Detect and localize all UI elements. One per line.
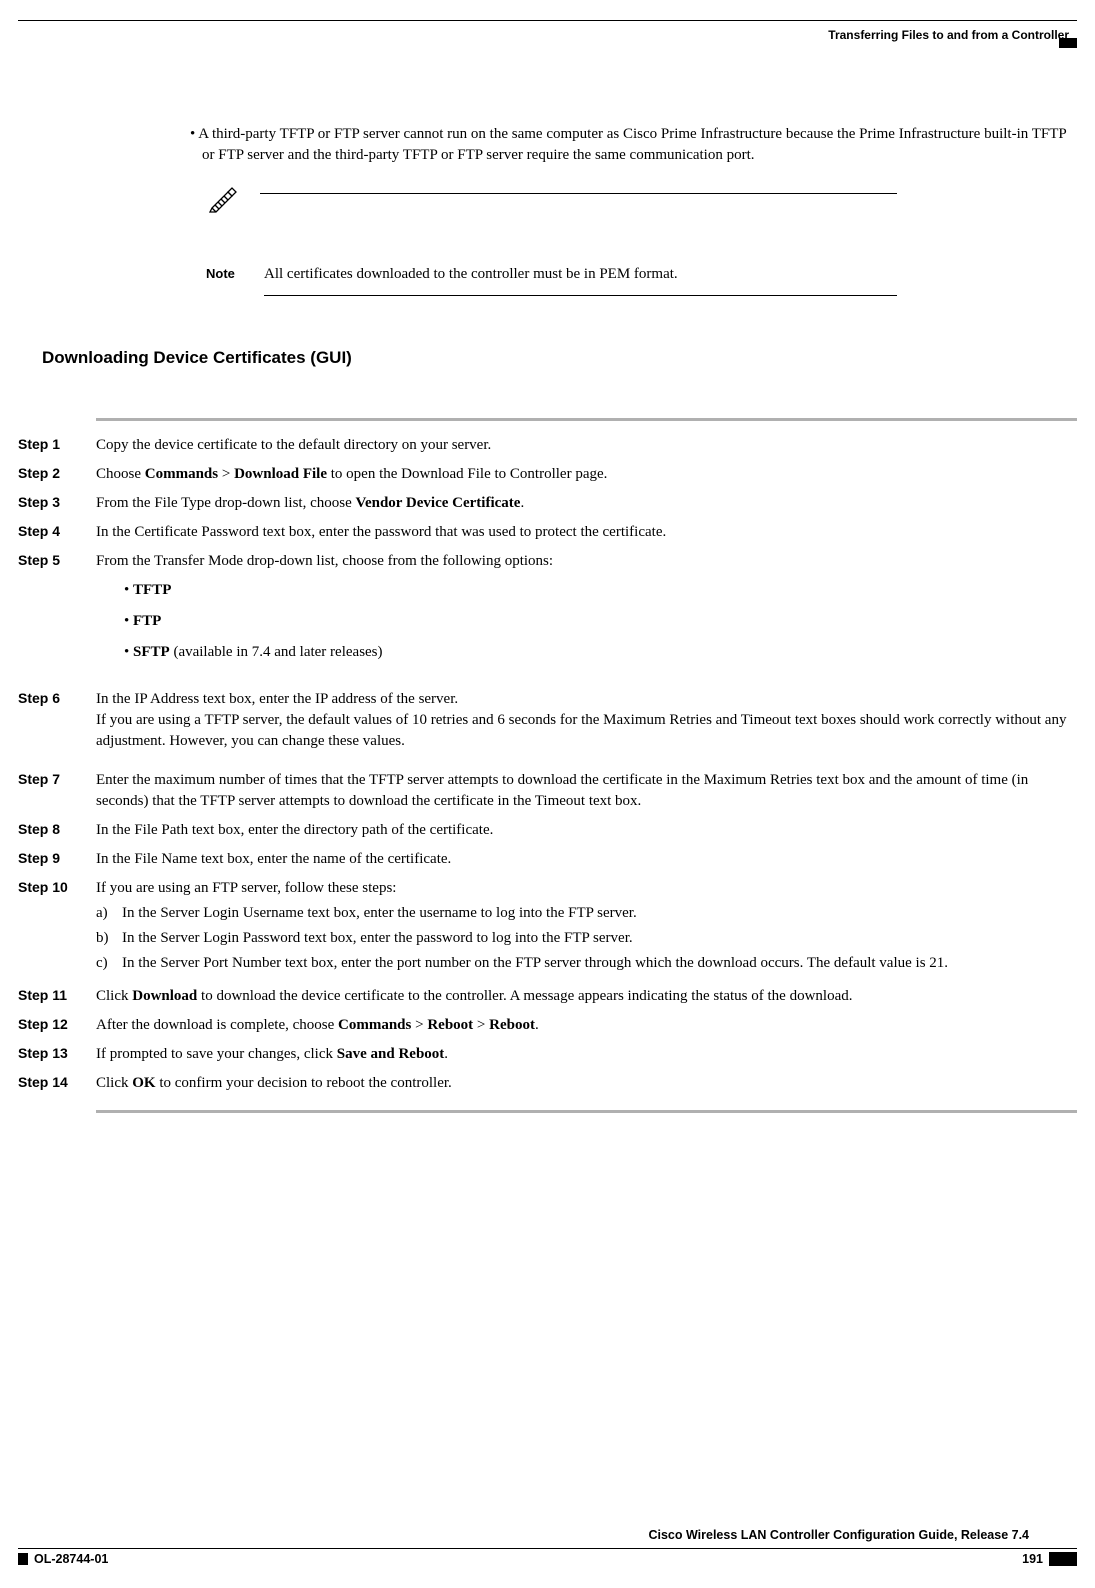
step-label: Step 3 — [18, 493, 96, 513]
step-label: Step 8 — [18, 820, 96, 840]
step-sublist: TFTP FTP SFTP (available in 7.4 and later … — [124, 580, 1073, 663]
step-body: After the download is complete, choose C… — [96, 1015, 1077, 1038]
step-body: From the Transfer Mode drop-down list, c… — [96, 551, 1077, 673]
step-label: Step 14 — [18, 1073, 96, 1093]
step-ordered-item: b)In the Server Login Password text box,… — [96, 928, 1073, 949]
step-body: In the File Path text box, enter the dir… — [96, 820, 1077, 843]
step-row: Step 2Choose Commands > Download File to… — [18, 464, 1077, 487]
intro-bullet: • A third-party TFTP or FTP server canno… — [190, 124, 1067, 166]
step-text: Copy the device certificate to the defau… — [96, 435, 1073, 456]
step-label: Step 11 — [18, 986, 96, 1006]
step-label: Step 5 — [18, 551, 96, 571]
list-item-text: In the Server Login Password text box, e… — [122, 928, 1073, 949]
step-row: Step 11Click Download to download the de… — [18, 986, 1077, 1009]
step-text: From the File Type drop-down list, choos… — [96, 493, 1073, 514]
step-row: Step 5From the Transfer Mode drop-down l… — [18, 551, 1077, 673]
step-text: Click OK to confirm your decision to reb… — [96, 1073, 1073, 1094]
step-text: In the File Path text box, enter the dir… — [96, 820, 1073, 841]
section-heading: Downloading Device Certificates (GUI) — [42, 346, 1077, 370]
step-ordered-item: c)In the Server Port Number text box, en… — [96, 953, 1073, 974]
footer-guide-title: Cisco Wireless LAN Controller Configurat… — [18, 1527, 1077, 1545]
step-body: Click Download to download the device ce… — [96, 986, 1077, 1009]
step-label: Step 13 — [18, 1044, 96, 1064]
step-label: Step 7 — [18, 770, 96, 790]
page-footer: Cisco Wireless LAN Controller Configurat… — [18, 1527, 1077, 1568]
step-text: If you are using an FTP server, follow t… — [96, 878, 1073, 899]
steps-bottom-rule — [96, 1110, 1077, 1113]
step-body: If prompted to save your changes, click … — [96, 1044, 1077, 1067]
note-body: Note All certificates downloaded to the … — [206, 264, 897, 296]
step-row: Step 10If you are using an FTP server, f… — [18, 878, 1077, 980]
step-sublist-item: FTP — [124, 611, 1073, 632]
footer-left-accent — [18, 1553, 28, 1565]
step-sublist-item: SFTP (available in 7.4 and later release… — [124, 642, 1073, 663]
step-text: From the Transfer Mode drop-down list, c… — [96, 551, 1073, 572]
step-sublist-item: TFTP — [124, 580, 1073, 601]
step-label: Step 2 — [18, 464, 96, 484]
step-row: Step 4In the Certificate Password text b… — [18, 522, 1077, 545]
step-body: If you are using an FTP server, follow t… — [96, 878, 1077, 980]
running-head: Transferring Files to and from a Control… — [18, 27, 1077, 44]
step-body: From the File Type drop-down list, choos… — [96, 493, 1077, 516]
step-text: If prompted to save your changes, click … — [96, 1044, 1073, 1065]
step-body: Copy the device certificate to the defau… — [96, 435, 1077, 458]
step-label: Step 12 — [18, 1015, 96, 1035]
note-label: Note — [206, 265, 264, 283]
list-marker: b) — [96, 928, 122, 949]
step-body: Enter the maximum number of times that t… — [96, 770, 1077, 814]
list-item-text: In the Server Port Number text box, ente… — [122, 953, 1073, 974]
step-text: In the Certificate Password text box, en… — [96, 522, 1073, 543]
step-row: Step 3From the File Type drop-down list,… — [18, 493, 1077, 516]
step-label: Step 1 — [18, 435, 96, 455]
note-pencil-icon — [206, 180, 240, 214]
step-ordered-item: a)In the Server Login Username text box,… — [96, 903, 1073, 924]
step-text: Enter the maximum number of times that t… — [96, 770, 1073, 812]
page-content: • A third-party TFTP or FTP server canno… — [18, 124, 1077, 1113]
footer-right-accent — [1049, 1552, 1077, 1566]
step-row: Step 8In the File Path text box, enter t… — [18, 820, 1077, 843]
steps-top-rule — [96, 418, 1077, 421]
footer-page-number: 191 — [1022, 1551, 1043, 1569]
note-block — [206, 180, 897, 214]
step-label: Step 9 — [18, 849, 96, 869]
step-ordered-sublist: a)In the Server Login Username text box,… — [96, 903, 1073, 974]
steps-list: Step 1Copy the device certificate to the… — [18, 435, 1077, 1096]
step-row: Step 13If prompted to save your changes,… — [18, 1044, 1077, 1067]
step-row: Step 9In the File Name text box, enter t… — [18, 849, 1077, 872]
step-label: Step 10 — [18, 878, 96, 898]
step-row: Step 1Copy the device certificate to the… — [18, 435, 1077, 458]
step-row: Step 7Enter the maximum number of times … — [18, 770, 1077, 814]
footer-doc-id: OL-28744-01 — [34, 1551, 108, 1569]
list-item-text: In the Server Login Username text box, e… — [122, 903, 1073, 924]
step-body: Click OK to confirm your decision to reb… — [96, 1073, 1077, 1096]
step-text: In the File Name text box, enter the nam… — [96, 849, 1073, 870]
step-text: In the IP Address text box, enter the IP… — [96, 689, 1073, 752]
step-body: In the IP Address text box, enter the IP… — [96, 689, 1077, 754]
step-row: Step 14Click OK to confirm your decision… — [18, 1073, 1077, 1096]
step-label: Step 6 — [18, 689, 96, 709]
step-row: Step 12After the download is complete, c… — [18, 1015, 1077, 1038]
note-text: All certificates downloaded to the contr… — [264, 264, 897, 285]
step-text: Click Download to download the device ce… — [96, 986, 1073, 1007]
step-text: Choose Commands > Download File to open … — [96, 464, 1073, 485]
list-marker: c) — [96, 953, 122, 974]
top-rule — [18, 20, 1077, 21]
step-body: In the Certificate Password text box, en… — [96, 522, 1077, 545]
step-row: Step 6In the IP Address text box, enter … — [18, 689, 1077, 754]
header-accent-block — [1059, 38, 1077, 48]
step-text: After the download is complete, choose C… — [96, 1015, 1073, 1036]
step-body: In the File Name text box, enter the nam… — [96, 849, 1077, 872]
step-body: Choose Commands > Download File to open … — [96, 464, 1077, 487]
list-marker: a) — [96, 903, 122, 924]
step-label: Step 4 — [18, 522, 96, 542]
intro-bullet-text: A third-party TFTP or FTP server cannot … — [198, 126, 1066, 163]
